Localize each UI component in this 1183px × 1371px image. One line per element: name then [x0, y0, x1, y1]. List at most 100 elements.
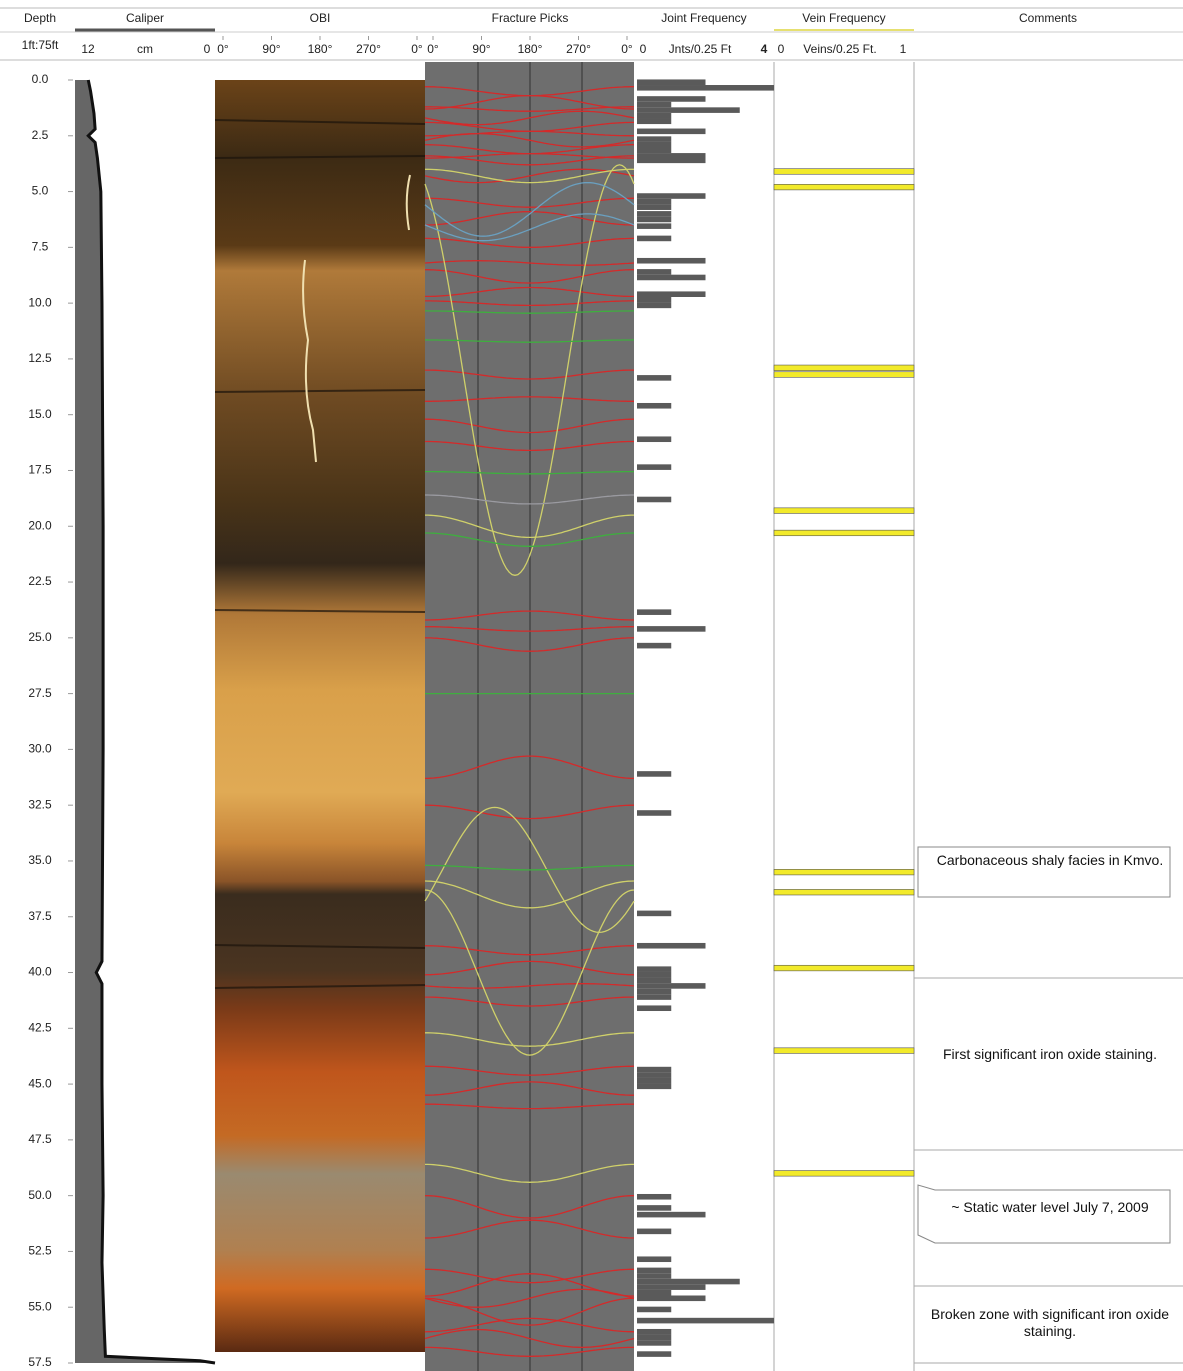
joint-bar — [637, 1278, 740, 1285]
vein-bar — [773, 964, 915, 972]
joint-bar — [637, 1205, 672, 1211]
depth-tick-label: 37.5 — [28, 909, 52, 923]
joint-bar — [637, 1083, 672, 1090]
joint-bar — [637, 198, 672, 205]
joint-bar — [637, 302, 672, 309]
joint-bar — [637, 1193, 672, 1200]
depth-tick-label: 5.0 — [32, 184, 49, 198]
vein-scale: 0 — [778, 42, 785, 56]
vein-bar — [773, 364, 915, 371]
degree-tick-label: 90° — [262, 42, 280, 56]
fracture-sinusoid — [424, 260, 635, 266]
depth-tick-label: 40.0 — [28, 965, 52, 979]
fracture-sinusoid — [425, 996, 634, 1007]
obi-streaks — [214, 119, 426, 989]
comment: First significant iron oxide staining. — [943, 1046, 1157, 1062]
fracture-sinusoid — [425, 1163, 634, 1183]
joint-bar — [637, 193, 706, 199]
degree-tick-label: 270° — [566, 42, 591, 56]
joint-bar — [637, 291, 706, 297]
header: OBI — [310, 11, 331, 25]
depth-tick-label: 30.0 — [28, 742, 52, 756]
fracture-sinusoid — [425, 155, 634, 166]
fracture-sinusoid — [425, 755, 634, 780]
degree-tick-label: 270° — [356, 42, 381, 56]
joint-bar — [637, 118, 672, 125]
fracture-sinusoid — [425, 286, 634, 298]
comment: Carbonaceous shaly facies in Kmvo. — [936, 852, 1164, 868]
fracture-sinusoid — [424, 1065, 635, 1076]
fracture-sinusoid — [425, 494, 634, 505]
fracture-sinusoid — [425, 1103, 634, 1110]
fracture-sinusoid — [425, 106, 634, 112]
header: Caliper — [126, 11, 164, 25]
depth-tick-label: 45.0 — [28, 1076, 52, 1090]
joint-bar — [637, 496, 672, 503]
depth-tick-label: 22.5 — [28, 574, 52, 588]
fracture-sinusoid — [425, 369, 634, 380]
vein-bar — [773, 889, 915, 896]
joint-bar — [637, 136, 672, 142]
joint-bar — [637, 216, 672, 223]
joint-bar — [637, 1340, 672, 1346]
joint-bar — [637, 223, 672, 229]
degree-tick-label: 180° — [308, 42, 333, 56]
joint-bar — [637, 977, 672, 984]
fracture-sinusoid — [425, 237, 634, 248]
depth-tick-label: 50.0 — [28, 1188, 52, 1202]
fracture-sinusoid — [424, 945, 635, 956]
obi-image — [215, 80, 425, 1352]
vein-bar — [773, 869, 915, 876]
vein-bar — [773, 507, 915, 514]
depth-tick-label: 55.0 — [28, 1299, 52, 1313]
fracture-sinusoid — [424, 880, 635, 909]
fracture-sinusoid — [425, 804, 634, 820]
fracture-sinusoid — [424, 637, 635, 652]
joint-bar — [637, 642, 672, 649]
header: Comments — [1019, 11, 1077, 25]
depth-tick-label: 35.0 — [28, 853, 52, 867]
joint-bar — [637, 257, 706, 264]
joint-bar — [637, 147, 672, 154]
fracture-sinusoid — [425, 1219, 634, 1239]
joint-bar — [637, 211, 672, 217]
joint-bar — [637, 375, 672, 381]
fracture-sinusoid — [425, 396, 634, 402]
vein-scale: 1 — [900, 42, 907, 56]
fracture-sinusoid — [425, 210, 634, 226]
fracture-sinusoid — [424, 181, 635, 237]
fracture-sinusoid — [425, 1268, 634, 1284]
joint-bar — [637, 1077, 672, 1084]
joint-bar — [637, 436, 672, 443]
depth-tick-label: 12.5 — [28, 351, 52, 365]
vein-bar — [773, 184, 915, 191]
fracture-sinusoid — [425, 310, 634, 314]
fracture-sinusoid — [425, 418, 634, 434]
joint-scale: 0 — [640, 42, 647, 56]
fracture-sinusoid — [424, 889, 635, 1056]
joint-bar — [637, 101, 672, 108]
fracture-sinusoid — [425, 514, 634, 539]
depth-tick-label: 20.0 — [28, 518, 52, 532]
fracture-sinusoid — [425, 610, 634, 621]
joint-scale: 4 — [761, 42, 768, 56]
fracture-sinusoid — [425, 1346, 634, 1357]
degree-tick-label: 0° — [427, 42, 439, 56]
joint-bar — [637, 1072, 672, 1078]
joint-bar — [637, 107, 740, 113]
fracture-sinusoid — [424, 339, 635, 343]
joint-bar — [637, 274, 706, 281]
depth-tick-label: 2.5 — [32, 128, 49, 142]
joint-bar — [637, 942, 706, 949]
vein-bar — [773, 1170, 915, 1177]
obi-vein — [302, 174, 411, 463]
joint-bar — [637, 1005, 672, 1012]
fracture-sinusoid — [424, 168, 635, 184]
depth-tick-label: 57.5 — [28, 1355, 52, 1369]
fracture-sinusoid — [425, 269, 634, 284]
header: Fracture Picks — [492, 11, 569, 25]
depth-tick-label: 47.5 — [28, 1132, 52, 1146]
joint-bar — [637, 1317, 774, 1324]
